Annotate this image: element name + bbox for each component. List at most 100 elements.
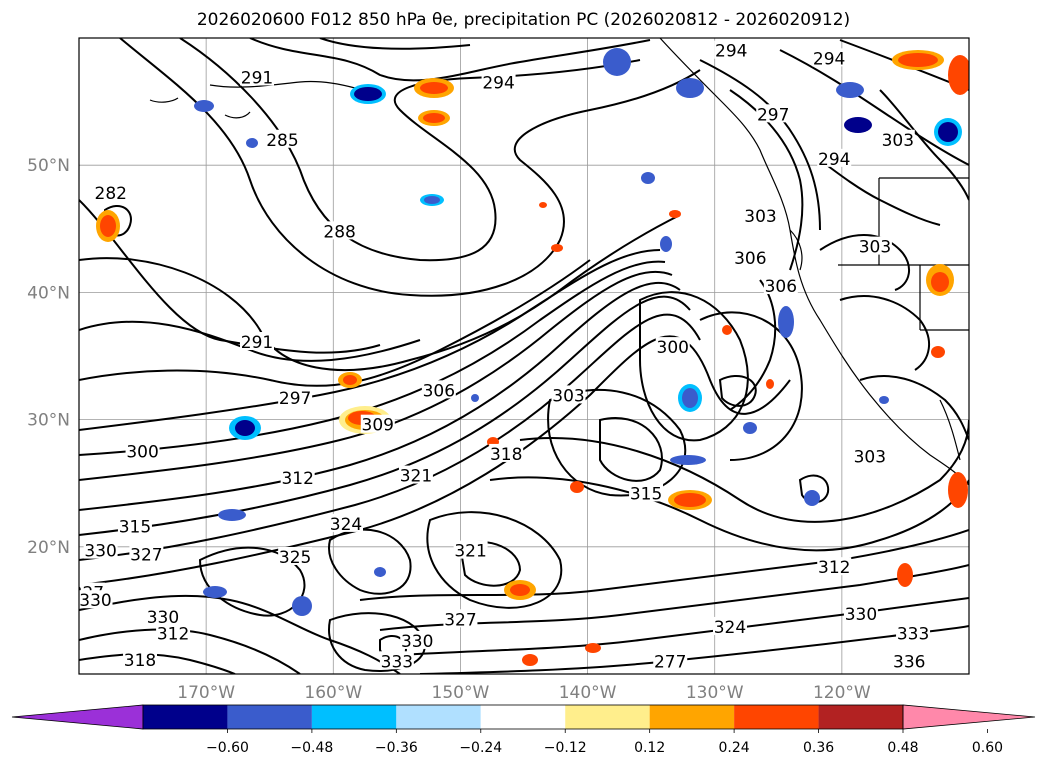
contour-label: 282 bbox=[95, 184, 127, 204]
colorbar-segment bbox=[649, 705, 735, 729]
contour-label: 294 bbox=[715, 42, 747, 62]
colorbar-segment bbox=[143, 705, 228, 729]
contour-label: 312 bbox=[281, 469, 313, 489]
contour-label: 336 bbox=[893, 652, 925, 672]
contour-label: 303 bbox=[552, 386, 584, 406]
contour-label-bg bbox=[125, 441, 160, 460]
lon-tick-label: 150°W bbox=[432, 683, 490, 703]
contour-label-bg bbox=[653, 651, 688, 670]
lon-tick-label: 140°W bbox=[559, 683, 617, 703]
colorbar-segment bbox=[396, 705, 481, 729]
contour-label-bg bbox=[400, 630, 435, 649]
contour-label-bg bbox=[655, 337, 690, 356]
contour-label: 300 bbox=[126, 442, 158, 462]
contour-label-bg bbox=[812, 48, 847, 67]
contour-label-bg bbox=[145, 606, 180, 625]
colorbar-segment bbox=[565, 705, 650, 729]
contour-label: 303 bbox=[854, 447, 886, 467]
colorbar-extend-low bbox=[11, 704, 144, 730]
contour-label: 294 bbox=[818, 150, 850, 170]
precip-negative bbox=[194, 48, 962, 616]
lat-tick-label: 20°N bbox=[27, 538, 70, 558]
contour-label-bg bbox=[156, 623, 191, 642]
contour-label: 325 bbox=[279, 548, 311, 568]
contour-label-bg bbox=[123, 650, 158, 669]
lat-tick-label: 30°N bbox=[27, 411, 70, 431]
contour-label: 277 bbox=[654, 652, 686, 672]
contour-label: 321 bbox=[400, 467, 432, 487]
map-area: 291 294 294 294 285 282 288 297 294 303 303 306 303 3… bbox=[79, 38, 969, 674]
colorbar-tick-label: −0.48 bbox=[290, 740, 333, 756]
precipitation-anomaly-patches bbox=[96, 48, 969, 666]
contour-label-bg bbox=[843, 604, 878, 623]
contour-label: 318 bbox=[124, 651, 156, 671]
contour-label-bg bbox=[743, 206, 778, 225]
contour-label-bg bbox=[896, 623, 931, 642]
contour-label-bg bbox=[379, 651, 414, 670]
contour-label-bg bbox=[629, 483, 664, 502]
contour-label: 318 bbox=[490, 445, 522, 465]
colorbar-tick-label: 0.60 bbox=[972, 740, 1003, 756]
contour-label-bg bbox=[489, 443, 524, 462]
colorbar-tick-label: 0.24 bbox=[719, 740, 750, 756]
contour-label: 306 bbox=[765, 277, 797, 297]
contour-label-bg bbox=[398, 465, 433, 484]
contour-label-bg bbox=[880, 129, 915, 148]
contour-label-bg bbox=[453, 540, 488, 559]
contour-label-bg bbox=[756, 104, 791, 123]
contour-labels: 291 294 294 294 285 282 288 297 294 303 303 306 303 3… bbox=[79, 40, 931, 672]
contour-label: 330 bbox=[845, 605, 877, 625]
contour-label: 306 bbox=[423, 381, 455, 401]
colorbar-tick-label: −0.60 bbox=[206, 740, 249, 756]
contour-label: 309 bbox=[362, 416, 394, 436]
theta-e-contours bbox=[79, 38, 969, 674]
contour-label: 285 bbox=[266, 131, 298, 151]
colorbar-segment bbox=[734, 705, 819, 729]
contour-label: 297 bbox=[279, 389, 311, 409]
longitude-tick-labels: 170°W 160°W 150°W 140°W 130°W 120°W bbox=[177, 683, 871, 703]
colorbar-tick-label: −0.24 bbox=[459, 740, 502, 756]
colorbar-extend-high bbox=[902, 704, 1036, 730]
contour-label: 306 bbox=[734, 249, 766, 269]
map-title: 2026020600 F012 850 hPa θe, precipitatio… bbox=[196, 10, 851, 30]
contour-label: 291 bbox=[241, 68, 273, 88]
contour-label: 327 bbox=[444, 610, 476, 630]
contour-label-bg bbox=[852, 446, 887, 465]
contour-label: 324 bbox=[330, 515, 362, 535]
contour-label: 315 bbox=[630, 484, 662, 504]
contour-label: 288 bbox=[323, 222, 355, 242]
contour-label-bg bbox=[93, 183, 128, 202]
contour-label-bg bbox=[117, 516, 152, 535]
colorbar-tick-label: −0.36 bbox=[375, 740, 418, 756]
colorbar-segment bbox=[311, 705, 397, 729]
colorbar-tick-label: 0.36 bbox=[803, 740, 834, 756]
contour-label-bg bbox=[551, 385, 586, 404]
contour-label: 315 bbox=[119, 517, 151, 537]
contour-label: 303 bbox=[882, 131, 914, 151]
contour-label: 297 bbox=[757, 105, 789, 125]
map-frame bbox=[78, 37, 970, 675]
contour-label-bg bbox=[322, 221, 357, 240]
lon-tick-label: 160°W bbox=[304, 683, 362, 703]
contour-label-bg bbox=[83, 540, 118, 559]
contour-label-bg bbox=[763, 276, 798, 295]
contour-label-bg bbox=[857, 236, 892, 255]
contour-label-bg bbox=[360, 414, 395, 433]
colorbar-tick-label: −0.12 bbox=[544, 740, 587, 756]
latitude-tick-labels: 50°N 40°N 30°N 20°N bbox=[27, 156, 70, 558]
contour-label: 333 bbox=[381, 652, 413, 672]
contour-label-bg bbox=[817, 557, 852, 576]
contour-label-bg bbox=[733, 248, 768, 267]
contour-label: 312 bbox=[818, 558, 850, 578]
lat-tick-label: 40°N bbox=[27, 283, 70, 303]
contour-label-bg bbox=[280, 468, 315, 487]
coastlines bbox=[149, 38, 969, 486]
contour-label-bg bbox=[240, 67, 274, 86]
contour-label: 303 bbox=[744, 207, 776, 227]
contour-label: 300 bbox=[657, 338, 689, 358]
contour-label: 294 bbox=[813, 49, 845, 69]
lon-tick-label: 130°W bbox=[686, 683, 744, 703]
colorbar-segment bbox=[227, 705, 312, 729]
contour-label-bg bbox=[278, 546, 313, 565]
